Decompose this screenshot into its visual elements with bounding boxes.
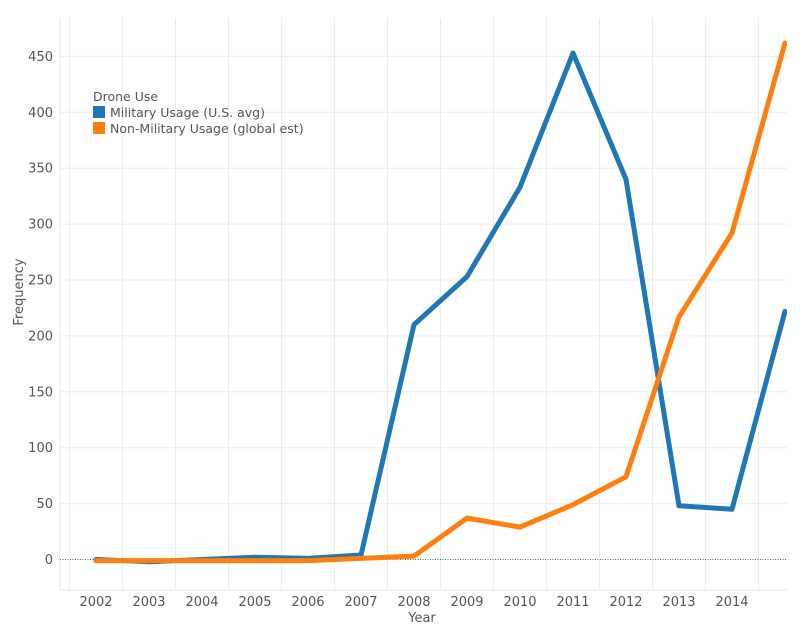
legend-label: Military Usage (U.S. avg) [110, 105, 265, 120]
legend-label: Non-Military Usage (global est) [110, 121, 304, 136]
y-tick-label: 350 [28, 162, 53, 177]
x-tick-label: 2008 [397, 595, 430, 610]
series-lines [93, 40, 787, 565]
x-tick-label: 2014 [715, 595, 748, 610]
x-tick-label: 2006 [291, 595, 324, 610]
series-line-non-military [93, 40, 787, 564]
vertical-gridlines [69, 18, 759, 590]
x-tick-label: 2002 [79, 595, 112, 610]
x-axis-tick-labels: 2002 2003 2004 2005 2006 2007 2008 2009 2010 2011… [79, 595, 748, 610]
y-axis-title: Frequency [12, 258, 27, 325]
x-tick-label: 2010 [503, 595, 536, 610]
y-tick-label: 50 [36, 497, 53, 512]
x-tick-label: 2007 [344, 595, 377, 610]
horizontal-gridlines [60, 55, 787, 505]
y-tick-label: 450 [28, 50, 53, 65]
x-tick-label: 2012 [609, 595, 642, 610]
x-tick-label: 2004 [185, 595, 218, 610]
y-tick-label: 200 [28, 329, 53, 344]
y-tick-label: 300 [28, 218, 53, 233]
x-tick-label: 2013 [662, 595, 695, 610]
x-tick-label: 2009 [450, 595, 483, 610]
legend: Drone Use Military Usage (U.S. avg)Non-M… [93, 89, 304, 136]
x-tick-label: 2011 [556, 595, 589, 610]
x-tick-label: 2005 [238, 595, 271, 610]
y-tick-label: 150 [28, 385, 53, 400]
y-tick-label: 100 [28, 441, 53, 456]
y-tick-label: 400 [28, 106, 53, 121]
y-tick-label: 250 [28, 274, 53, 289]
plot-area [59, 18, 787, 591]
y-axis-tick-labels: 0 50 100 150 200 250 300 350 400 450 [28, 50, 53, 568]
legend-title: Drone Use [93, 89, 158, 104]
y-tick-label: 0 [45, 553, 53, 568]
x-axis-title: Year [407, 611, 436, 626]
legend-swatch [93, 122, 105, 134]
x-tick-label: 2003 [132, 595, 165, 610]
legend-swatch [93, 106, 105, 118]
